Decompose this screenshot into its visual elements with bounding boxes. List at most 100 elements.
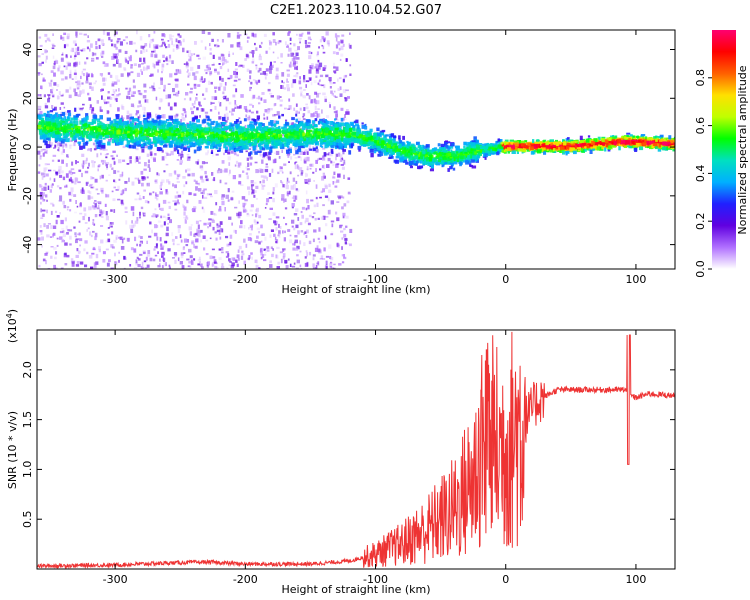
spectrogram-noise-cell — [255, 209, 258, 212]
spectrogram-noise-cell — [165, 240, 168, 244]
spectrogram-noise-cell — [105, 101, 110, 104]
spectrogram-noise-cell — [343, 203, 347, 207]
spectrogram-noise-cell — [255, 47, 258, 51]
spectrogram-noise-cell — [313, 112, 316, 117]
spectrogram-noise-cell — [56, 185, 60, 188]
spectrogram-noise-cell — [247, 162, 250, 167]
spectrogram-noise-cell — [45, 173, 49, 177]
spectrogram-noise-cell — [95, 57, 99, 60]
spectrogram-noise-cell — [180, 119, 182, 123]
spectrogram-noise-cell — [66, 154, 69, 158]
spectrogram-noise-cell — [69, 235, 72, 240]
spectrogram-noise-cell — [264, 236, 267, 241]
spectrogram-noise-cell — [322, 164, 326, 169]
spectrogram-noise-cell — [104, 203, 107, 207]
spectrogram-band-cell — [423, 156, 428, 160]
spectrogram-noise-cell — [75, 160, 77, 165]
spectrogram-noise-cell — [111, 81, 115, 84]
spectrogram-noise-cell — [258, 102, 261, 105]
spectrogram-noise-cell — [242, 170, 245, 173]
spectrogram-noise-cell — [75, 50, 79, 54]
spectrogram-noise-cell — [114, 261, 117, 264]
spectrogram-noise-cell — [151, 215, 154, 218]
spectrogram-band-cell — [129, 121, 132, 125]
spectrogram-noise-cell — [276, 246, 280, 249]
spectrogram-band-cell — [227, 138, 231, 142]
spectrogram-noise-cell — [55, 58, 58, 63]
spectrogram-noise-cell — [51, 47, 55, 49]
spectrogram-noise-cell — [146, 253, 151, 257]
spectrogram-noise-cell — [188, 226, 192, 231]
spectrogram-noise-cell — [183, 98, 186, 101]
spectrogram-noise-cell — [266, 110, 270, 114]
spectrogram-noise-cell — [136, 72, 141, 77]
spectrogram-noise-cell — [90, 186, 93, 189]
spectrogram-noise-cell — [182, 38, 185, 43]
spectrogram-noise-cell — [69, 69, 72, 74]
spectrogram-noise-cell — [344, 118, 347, 120]
spectrogram-noise-cell — [79, 261, 84, 265]
spectrogram-noise-cell — [143, 66, 145, 71]
spectrogram-noise-cell — [260, 72, 263, 75]
spectrogram-noise-cell — [214, 190, 218, 195]
spectrogram-noise-cell — [269, 65, 273, 70]
spectrogram-noise-cell — [90, 43, 93, 48]
spectrogram-noise-cell — [289, 171, 292, 175]
spectrogram-noise-cell — [285, 184, 289, 190]
spectrogram-noise-cell — [184, 220, 187, 224]
spectrogram-noise-cell — [223, 86, 226, 91]
spectrogram-noise-cell — [62, 149, 65, 153]
spectrogram-noise-cell — [90, 234, 93, 238]
spectrogram-noise-cell — [290, 156, 293, 160]
spectrogram-noise-cell — [45, 55, 48, 60]
spectrogram-noise-cell — [306, 229, 309, 234]
spectrogram-noise-cell — [295, 73, 299, 78]
spectrogram-noise-cell — [183, 216, 186, 219]
spectrogram-noise-cell — [129, 56, 132, 62]
spectrogram-noise-cell — [81, 188, 84, 192]
spectrogram-band-cell — [597, 136, 601, 141]
spectrogram-noise-cell — [142, 196, 145, 199]
spectrogram-noise-cell — [167, 216, 171, 220]
spectrogram-noise-cell — [46, 209, 48, 214]
spectrogram-noise-cell — [314, 99, 317, 105]
spectrogram-noise-cell — [61, 159, 64, 164]
spectrogram-noise-cell — [204, 111, 209, 114]
spectrogram-noise-cell — [86, 46, 89, 50]
spectrogram-band-cell — [293, 136, 298, 141]
spectrogram-band-cell — [191, 122, 195, 125]
spectrogram-noise-cell — [118, 49, 122, 53]
spectrogram-noise-cell — [162, 54, 165, 58]
spectrogram-noise-cell — [329, 104, 331, 108]
spectrogram-noise-cell — [156, 172, 159, 175]
spectrogram-noise-cell — [237, 164, 241, 168]
spectrogram-noise-cell — [149, 151, 153, 156]
spectrogram-noise-cell — [91, 86, 94, 91]
spectrogram-noise-cell — [95, 253, 99, 259]
spectrogram-noise-cell — [190, 261, 194, 265]
spectrogram-noise-cell — [248, 190, 251, 196]
spectrogram-band-cell — [64, 122, 67, 125]
spectrogram-band-cell — [268, 151, 272, 155]
spectrogram-band-cell — [348, 132, 351, 137]
spectrogram-noise-cell — [86, 57, 89, 60]
spectrogram-noise-cell — [334, 33, 338, 38]
spectrogram-noise-cell — [240, 255, 244, 260]
spectrogram-noise-cell — [218, 111, 220, 115]
spectrogram-band-cell — [176, 145, 181, 149]
spectrogram-noise-cell — [112, 159, 115, 161]
spectrogram-band-cell — [281, 126, 285, 130]
spectrogram-noise-cell — [55, 210, 58, 213]
spectrogram-band-cell — [306, 129, 309, 134]
spectrogram-noise-cell — [338, 263, 342, 266]
spectrogram-band-cell — [324, 144, 328, 149]
spectrogram-noise-cell — [71, 47, 75, 53]
spectrogram-band-cell — [348, 150, 352, 155]
spectrogram-band-cell — [152, 136, 156, 141]
spectrogram-noise-cell — [60, 219, 64, 225]
spectrogram-noise-cell — [86, 229, 88, 232]
spectrogram-band-cell — [245, 142, 250, 146]
spectrogram-noise-cell — [328, 244, 332, 249]
spectrogram-noise-cell — [106, 194, 110, 198]
spectrogram-noise-cell — [95, 80, 97, 83]
